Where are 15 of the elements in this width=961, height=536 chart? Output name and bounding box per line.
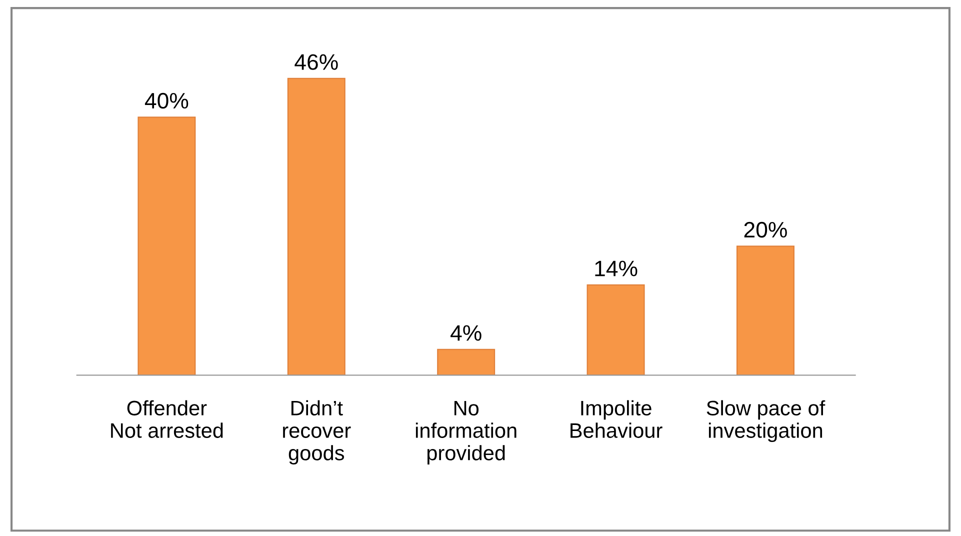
bar	[287, 78, 346, 376]
bar	[437, 348, 496, 376]
x-tick-label: Offender Not arrested	[111, 400, 223, 438]
bar	[586, 284, 645, 376]
x-tick-label: Didn’t recover goods	[283, 400, 351, 464]
data-label: 46%	[294, 54, 338, 70]
bar	[736, 246, 794, 376]
data-label: 4%	[450, 325, 482, 341]
data-label: 20%	[744, 222, 787, 238]
x-tick-label: Slow pace of investigation	[706, 400, 826, 442]
x-tick-label: Impolite Behaviour	[570, 400, 662, 438]
data-label: 14%	[595, 260, 638, 276]
data-label: 40%	[144, 92, 188, 109]
bar	[138, 116, 196, 376]
x-tick-label: No information provided	[416, 400, 516, 464]
